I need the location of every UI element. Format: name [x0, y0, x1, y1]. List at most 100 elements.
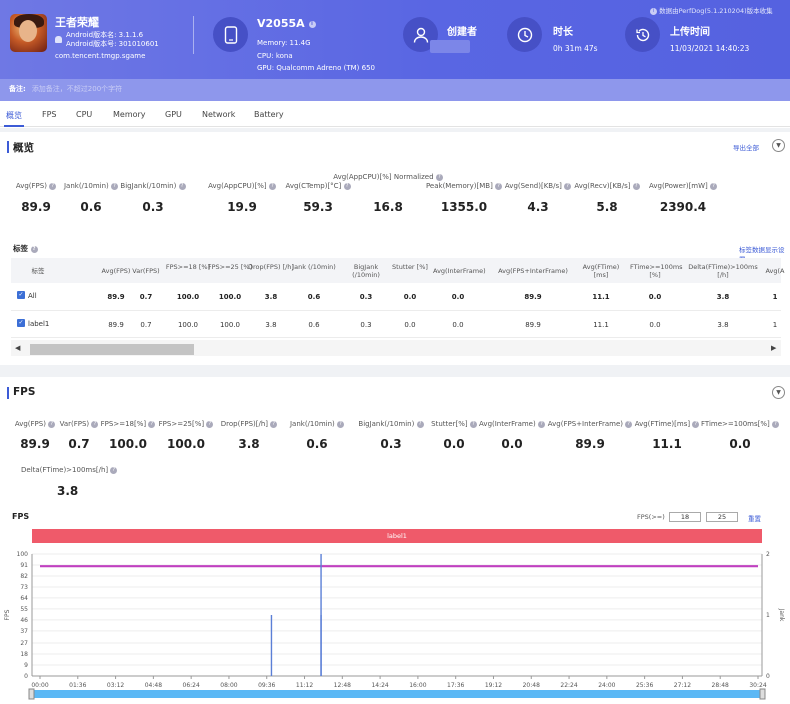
help-icon[interactable]: ? — [469, 420, 477, 428]
x-tick-label: 06:24 — [183, 682, 200, 689]
column-header[interactable]: FPS>=18 [%] — [165, 263, 211, 271]
stat-label-text: Avg(Recv)[KB/s] — [574, 182, 631, 190]
column-header[interactable]: FPS>=25 [%] — [207, 263, 253, 271]
help-icon[interactable]: ? — [148, 420, 156, 428]
help-icon[interactable]: ? — [268, 182, 276, 190]
creator-value-redacted — [430, 40, 470, 53]
tab-battery[interactable]: Battery — [254, 110, 284, 119]
stat-label-text: FPS>=25[%] — [158, 420, 205, 428]
help-icon[interactable]: ? — [710, 182, 718, 190]
y2-tick-label: 2 — [766, 551, 770, 558]
fps-chart[interactable]: 0 9 18 27 37 46 55 64 73 82 91 100 00:00 01:36 03:12 04… — [0, 540, 790, 704]
stat-value: 5.8 — [596, 200, 618, 214]
column-header[interactable]: Avg(FTime) [ms] — [582, 263, 620, 279]
help-icon[interactable]: ? — [771, 420, 779, 428]
help-icon[interactable]: ? — [564, 182, 572, 190]
column-header[interactable]: Avg(FPS) — [101, 267, 131, 275]
stat-label: Avg(FPS) ? — [0, 182, 91, 191]
scrollbar-thumb[interactable] — [30, 344, 194, 355]
help-icon[interactable]: ? — [111, 182, 118, 190]
stat-value: 59.3 — [303, 200, 333, 214]
info-icon[interactable]: i — [308, 20, 316, 28]
remark-bar[interactable]: 备注: 添加备注，不超过200个字符 — [0, 79, 790, 101]
help-icon[interactable]: ? — [49, 182, 57, 190]
table-cell: 0.0 — [648, 293, 662, 301]
stat-label: Avg(Send)[KB/s] ? — [483, 182, 593, 191]
fps-threshold-1-input[interactable]: 18 — [669, 512, 701, 522]
stat-label: Avg(FTime)[ms] ? — [617, 420, 717, 429]
help-icon[interactable]: ? — [91, 420, 99, 428]
fps-threshold-2-input[interactable]: 25 — [706, 512, 738, 522]
help-icon[interactable]: ? — [343, 182, 351, 190]
column-header[interactable]: Jank (/10min) — [292, 263, 336, 271]
time-range-slider[interactable] — [32, 690, 762, 698]
stat-label: Drop(FPS)[/h] ? — [199, 420, 299, 429]
tab-bar: 概览 FPS CPU Memory GPU Network Battery — [0, 101, 790, 127]
help-icon[interactable]: ? — [416, 420, 424, 428]
help-icon[interactable]: ? — [48, 420, 56, 428]
stat-value: 11.1 — [652, 437, 682, 451]
row-checkbox[interactable]: ✓ — [17, 319, 25, 327]
help-icon[interactable]: ? — [270, 420, 278, 428]
column-header[interactable]: BigJank (/10min) — [352, 263, 380, 279]
help-icon[interactable]: ? — [692, 420, 700, 428]
stat-value: 0.6 — [306, 437, 328, 451]
column-header[interactable]: Drop(FPS) [/h] — [248, 263, 294, 271]
scroll-right-arrow[interactable]: ▶ — [771, 344, 777, 352]
column-header[interactable]: 标签 — [31, 267, 45, 275]
help-icon[interactable]: ? — [178, 182, 186, 190]
stat-value: 2390.4 — [659, 200, 707, 214]
stat-label-text: Avg(CTemp)[°C] — [285, 182, 342, 190]
help-icon[interactable]: ? — [495, 182, 503, 190]
row-label: label1 — [28, 320, 50, 328]
help-icon[interactable]: ? — [30, 245, 38, 253]
column-header[interactable]: Avg(FPS+InterFrame) — [498, 267, 568, 275]
help-icon[interactable]: ? — [435, 173, 443, 181]
help-icon[interactable]: ? — [110, 466, 118, 474]
y2-tick-label: 0 — [766, 673, 770, 680]
help-icon[interactable]: ? — [337, 420, 344, 428]
table-header — [11, 258, 781, 283]
remark-input[interactable]: 添加备注，不超过200个字符 — [31, 85, 123, 93]
export-all-link[interactable]: 导出全部 — [733, 144, 759, 152]
collapse-icon[interactable]: ▼ — [772, 139, 785, 152]
stat-value: 100.0 — [109, 437, 147, 451]
slider-handle-right[interactable] — [759, 688, 766, 700]
column-header[interactable]: Delta(FTime)>100ms [/h] — [688, 263, 758, 279]
column-header[interactable]: Var(FPS) — [132, 267, 160, 275]
column-header[interactable]: FTime>=100ms [%] — [630, 263, 683, 279]
stat-value: 3.8 — [238, 437, 260, 451]
tab-fps[interactable]: FPS — [42, 110, 57, 119]
help-icon[interactable]: ? — [625, 420, 633, 428]
reset-link[interactable]: 重置 — [748, 515, 761, 523]
tab-cpu[interactable]: CPU — [76, 110, 93, 119]
tab-overview[interactable]: 概览 — [6, 111, 22, 120]
column-header[interactable]: Avg(InterFrame) — [433, 267, 486, 275]
tab-gpu[interactable]: GPU — [165, 110, 182, 119]
collapse-icon[interactable]: ▼ — [772, 386, 785, 399]
tab-network[interactable]: Network — [202, 110, 236, 119]
column-header[interactable]: Avg(A — [765, 267, 785, 275]
upload-time: 11/03/2021 14:40:23 — [670, 44, 750, 53]
y-tick-label: 9 — [24, 662, 28, 669]
stat-label-text: Avg(Power)[mW] — [648, 182, 708, 190]
tab-memory[interactable]: Memory — [113, 110, 146, 119]
stat-label-text: Stutter[%] — [431, 420, 468, 428]
remark-label: 备注: — [9, 85, 26, 93]
label-band[interactable]: label1 — [32, 529, 762, 543]
stat-label-text: Avg(FPS) — [14, 420, 46, 428]
stat-label-text: Avg(InterFrame) — [479, 420, 536, 428]
help-icon[interactable]: ? — [537, 420, 545, 428]
slider-handle-left[interactable] — [28, 688, 35, 700]
stat-label: Delta(FTime)>100ms[/h] ? — [21, 466, 118, 475]
y-tick-label: 55 — [20, 606, 28, 613]
horizontal-scrollbar[interactable] — [11, 340, 781, 356]
column-header[interactable]: Stutter [%] — [392, 263, 428, 271]
stat-label: Avg(FPS) ? — [0, 420, 85, 429]
row-divider — [11, 310, 781, 311]
help-icon[interactable]: ? — [206, 420, 214, 428]
help-icon[interactable]: ? — [632, 182, 640, 190]
row-checkbox[interactable]: ✓ — [17, 291, 25, 299]
scroll-left-arrow[interactable]: ◀ — [15, 344, 21, 352]
stat-label-text: Avg(FPS) — [15, 182, 47, 190]
